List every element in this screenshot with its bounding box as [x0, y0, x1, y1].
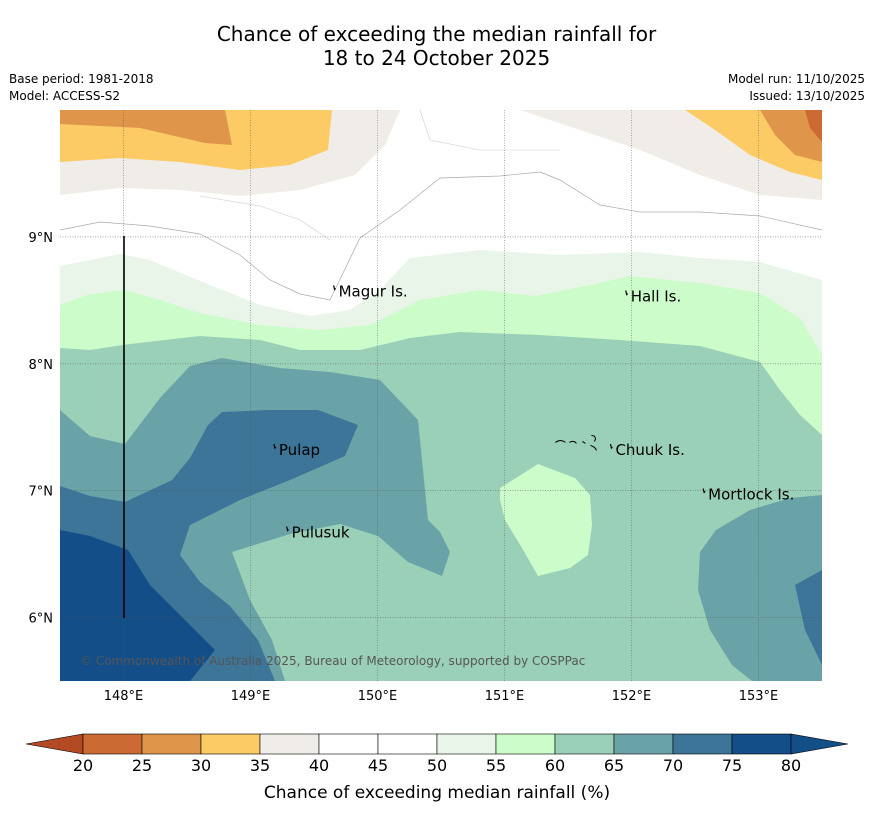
chuuk-lagoon-outline: [555, 434, 597, 451]
island-marker: [273, 443, 277, 450]
zone-30-35-topright: [760, 110, 822, 162]
colorbar-swatch: [554, 733, 615, 755]
issued-date: Issued: 13/10/2025: [749, 89, 865, 103]
colorbar-tick-label: 60: [545, 756, 565, 775]
x-tick-label: 149°E: [231, 689, 271, 704]
place-labels: Magur Is. Hall Is. Pulap Chuuk Is. Mortlock …: [273, 282, 794, 542]
model-name: Model: ACCESS-S2: [9, 89, 121, 103]
colorbar-tick-label: 80: [781, 756, 801, 775]
zone-60-65-island: [500, 464, 592, 576]
place-label: Hall Is.: [631, 288, 682, 306]
map-area: [60, 110, 822, 681]
y-tick-label: 7°N: [29, 485, 54, 500]
place-label: Pulap: [279, 441, 320, 459]
colorbar-swatch: [436, 733, 497, 755]
isoline-50: [60, 171, 822, 301]
isoline-45: [199, 110, 560, 241]
colorbar-tick-label: 30: [191, 756, 211, 775]
colorbar-tick-label: 25: [132, 756, 152, 775]
zone-80-plus: [60, 530, 215, 681]
colorbar-tick-label: 35: [250, 756, 270, 775]
colorbar-extend-high: [790, 733, 849, 755]
colorbar-tick-label: 45: [368, 756, 388, 775]
colorbar-swatch: [377, 733, 438, 755]
y-tick-label: 8°N: [29, 358, 54, 373]
x-axis-ticks: 148°E 149°E 150°E 151°E 152°E 153°E: [104, 689, 779, 704]
y-axis-ticks: 9°N 8°N 7°N 6°N: [29, 231, 54, 627]
island-marker: [625, 290, 629, 296]
colorbar-swatch: [318, 733, 379, 755]
gridlines: [60, 110, 822, 681]
x-tick-label: 151°E: [485, 689, 525, 704]
x-tick-label: 152°E: [612, 689, 652, 704]
colorbar-label: Chance of exceeding median rainfall (%): [264, 783, 610, 803]
colorbar-tick-label: 50: [427, 756, 447, 775]
meta-left: Base period: 1981-2018 Model: ACCESS-S2: [9, 71, 154, 105]
colorbar-swatch: [731, 733, 792, 755]
colorbar-swatch: [141, 733, 202, 755]
colorbar-tick-label: 20: [73, 756, 93, 775]
place-label: Mortlock Is.: [708, 485, 794, 503]
y-tick-label: 9°N: [29, 231, 54, 246]
place-label: Magur Is.: [339, 282, 408, 300]
colorbar-swatch: [495, 733, 556, 755]
y-tick-label: 6°N: [29, 612, 54, 627]
meta-right: Model run: 11/10/2025 Issued: 13/10/2025: [728, 71, 865, 105]
colorbar: 20 25 30 35 40 45 50 55 60 65 70 75 80: [25, 733, 849, 775]
island-marker: [286, 526, 290, 532]
chart-title: Chance of exceeding the median rainfall …: [0, 22, 873, 70]
island-marker: [702, 488, 706, 494]
colorbar-swatch: [82, 733, 143, 755]
place-label: Chuuk Is.: [615, 441, 684, 459]
colorbar-tick-label: 75: [722, 756, 742, 775]
colorbar-tick-label: 40: [309, 756, 329, 775]
title-line-2: 18 to 24 October 2025: [322, 46, 551, 70]
zone-25-30-topright: [805, 110, 822, 142]
colorbar-swatch: [613, 733, 674, 755]
colorbar-swatch: [200, 733, 261, 755]
island-marker: [609, 443, 613, 450]
island-marker: [333, 285, 337, 291]
place-label: Pulusuk: [292, 524, 350, 542]
colorbar-swatch: [259, 733, 320, 755]
colorbar-tick-label: 55: [486, 756, 506, 775]
title-line-1: Chance of exceeding the median rainfall …: [216, 22, 657, 46]
x-tick-label: 150°E: [358, 689, 398, 704]
copyright-text: © Commonwealth of Australia 2025, Bureau…: [80, 654, 585, 668]
x-tick-label: 148°E: [104, 689, 144, 704]
base-period: Base period: 1981-2018: [9, 72, 154, 86]
colorbar-swatch: [672, 733, 733, 755]
colorbar-tick-label: 65: [604, 756, 624, 775]
zone-30-35-topleft: [60, 110, 232, 145]
zone-70-75-right: [698, 495, 822, 681]
colorbar-extend-low: [25, 733, 84, 755]
x-tick-label: 153°E: [739, 689, 779, 704]
colorbar-tick-label: 70: [663, 756, 683, 775]
model-run: Model run: 11/10/2025: [727, 72, 865, 86]
